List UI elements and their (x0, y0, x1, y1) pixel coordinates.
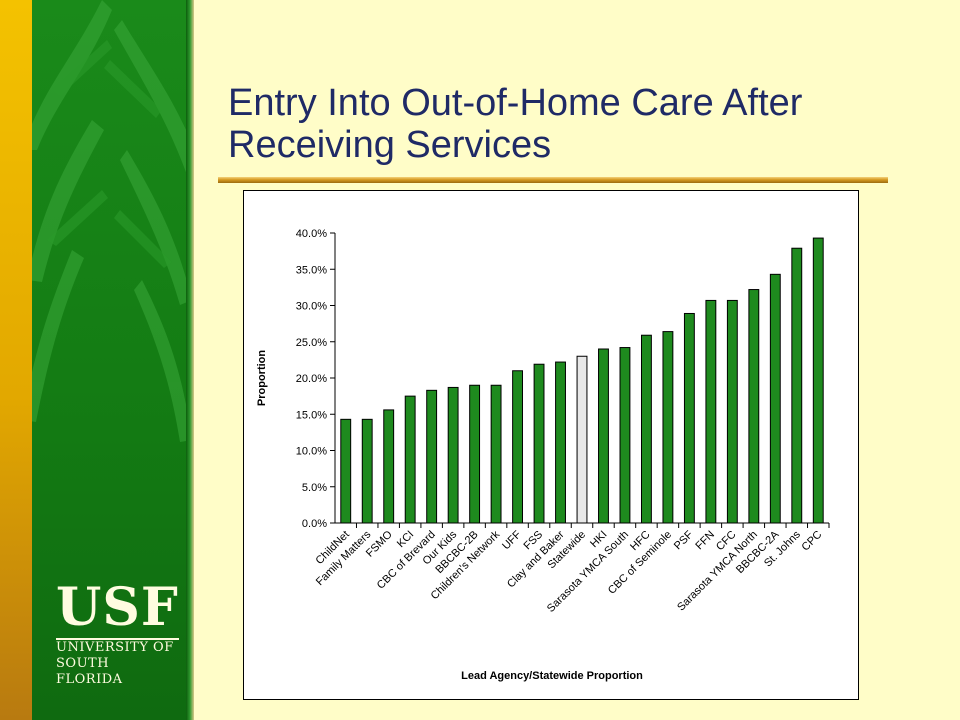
left-gold-stripe (0, 0, 32, 720)
usf-logo: USF UNIVERSITY OF SOUTH FLORIDA (56, 577, 179, 688)
bar-psf (683, 312, 695, 524)
bar-cfc (726, 299, 738, 524)
usf-logo-line-2: SOUTH FLORIDA (56, 656, 123, 687)
x-tick-label: CPC (799, 529, 824, 554)
y-tick-label: 5.0% (302, 482, 327, 494)
bar-family-matters (361, 418, 373, 524)
x-tick-label: FFN (693, 529, 717, 553)
bar-childnet (340, 418, 352, 524)
bar-children-s-network (490, 384, 502, 524)
y-tick-label: 25.0% (296, 337, 327, 349)
x-tick-label: PSF (672, 528, 696, 552)
bar-fsmo (383, 409, 395, 524)
y-tick-label: 20.0% (296, 373, 327, 385)
bar-st-johns (791, 247, 803, 524)
bar-chart: 0.0% 5.0% 10.0% 15.0% 20.0% 25.0% 30.0% 35.0% 40… (256, 228, 830, 682)
bar-ffn (705, 299, 717, 524)
y-tick-label: 30.0% (296, 301, 327, 313)
chart-frame: 0.0% 5.0% 10.0% 15.0% 20.0% 25.0% 30.0% 35.0% 40… (243, 190, 859, 700)
y-tick-label: 40.0% (296, 228, 327, 240)
bar-kci (404, 395, 416, 524)
bar-sarasota-ymca-south (619, 347, 631, 524)
bar-uff (512, 370, 524, 524)
bar-statewide (576, 355, 588, 524)
bar-fss (533, 363, 545, 524)
title-underline-rule (218, 177, 888, 183)
palm-frond-decoration (32, 0, 186, 442)
usf-logo-line-1: UNIVERSITY OF (56, 640, 174, 655)
x-tick-label: UFF (500, 528, 524, 552)
bar-sarasota-ymca-north (748, 289, 760, 524)
y-tick-label: 15.0% (296, 409, 327, 421)
bar-cbc-of-brevard (426, 389, 438, 524)
bar-cbc-of-seminole (662, 331, 674, 524)
bar-cpc (812, 237, 824, 524)
bar-bbcbc-2a (769, 273, 781, 524)
bar-bbcbc-2b (469, 384, 481, 524)
left-green-panel (32, 0, 186, 720)
y-tick-label: 0.0% (302, 518, 327, 530)
y-tick-label: 10.0% (296, 446, 327, 458)
x-axis-title: Lead Agency/Statewide Proportion (461, 670, 643, 682)
panel-edge-divider (186, 0, 194, 720)
bar-our-kids (447, 386, 459, 524)
y-tick-label: 35.0% (296, 264, 327, 276)
bar-hfc (640, 334, 652, 524)
y-axis-title: Proportion (256, 350, 268, 406)
bar-clay-and-baker (555, 361, 566, 524)
slide-title: Entry Into Out-of-Home Care After Receiv… (228, 82, 803, 166)
usf-logo-mark: USF (56, 577, 179, 640)
bar-hki (598, 348, 609, 524)
